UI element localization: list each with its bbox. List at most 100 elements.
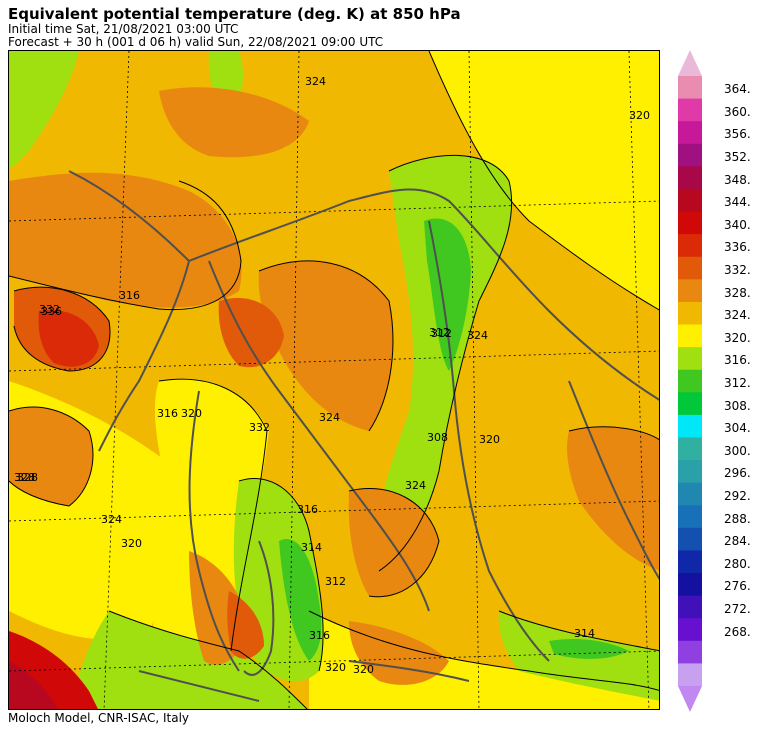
contour-label: 332 bbox=[39, 303, 60, 316]
colorbar-tick-label: 304. bbox=[724, 421, 751, 435]
contour-label: 320 bbox=[353, 663, 374, 676]
colorbar-tick-label: 316. bbox=[724, 353, 751, 367]
colorbar-swatch bbox=[678, 76, 702, 100]
colorbar-swatch bbox=[678, 166, 702, 190]
field-336-west bbox=[38, 310, 99, 367]
field-328-west bbox=[9, 407, 93, 506]
contour-label: 316 bbox=[119, 289, 140, 302]
contour-label: 324 bbox=[101, 513, 122, 526]
colorbar-tick-label: 348. bbox=[724, 173, 751, 187]
colorbar-swatch bbox=[678, 347, 702, 371]
colorbar-tick-label: 280. bbox=[724, 557, 751, 571]
contour-label: 324 bbox=[305, 75, 326, 88]
colorbar-swatch bbox=[678, 505, 702, 529]
colorbar-swatch bbox=[678, 573, 702, 597]
colorbar-swatch bbox=[678, 550, 702, 574]
colorbar-swatch bbox=[678, 369, 702, 393]
field-316-adriatic bbox=[376, 155, 512, 571]
colorbar-tick-label: 356. bbox=[724, 127, 751, 141]
colorbar-tick-label: 292. bbox=[724, 489, 751, 503]
colorbar-tick-label: 344. bbox=[724, 195, 751, 209]
equivalent-potential-temperature-map: 324 320 316 312 314 332 328 336 312 324 … bbox=[8, 50, 660, 710]
colorbar-tick-label: 328. bbox=[724, 286, 751, 300]
contour-label: 320 bbox=[181, 407, 202, 420]
field-332-central bbox=[218, 297, 284, 368]
colorbar-swatch bbox=[678, 98, 702, 122]
colorbar-swatch bbox=[678, 640, 702, 664]
colorbar bbox=[678, 50, 702, 712]
contour-label: 314 bbox=[301, 541, 322, 554]
contour-label: 312 bbox=[429, 326, 450, 339]
colorbar-swatch bbox=[678, 414, 702, 438]
colorbar-swatch bbox=[678, 527, 702, 551]
model-credit: Moloch Model, CNR-ISAC, Italy bbox=[8, 711, 190, 725]
contour-label: 308 bbox=[427, 431, 448, 444]
colorbar-swatch bbox=[678, 482, 702, 506]
colorbar-tick-label: 312. bbox=[724, 376, 751, 390]
contour-label: 314 bbox=[574, 627, 595, 640]
contour-label: 320 bbox=[325, 661, 346, 674]
contour-label: 324 bbox=[467, 329, 488, 342]
colorbar-top-triangle bbox=[678, 50, 702, 76]
colorbar-swatch bbox=[678, 234, 702, 258]
colorbar-swatch bbox=[678, 663, 702, 687]
contour-label: 316 bbox=[309, 629, 330, 642]
contour-label: 316 bbox=[297, 503, 318, 516]
initial-time: Initial time Sat, 21/08/2021 03:00 UTC bbox=[8, 22, 239, 36]
field-344-southwest bbox=[9, 661, 58, 709]
map-title: Equivalent potential temperature (deg. K… bbox=[8, 5, 461, 23]
colorbar-tick-label: 320. bbox=[724, 331, 751, 345]
contour-label-group: 324 320 316 312 314 332 328 336 312 324 … bbox=[14, 75, 650, 676]
colorbar-swatch bbox=[678, 143, 702, 167]
colorbar-tick-label: 352. bbox=[724, 150, 751, 164]
contour-label: 320 bbox=[121, 537, 142, 550]
colorbar-swatch bbox=[678, 437, 702, 461]
colorbar-tick-label: 300. bbox=[724, 444, 751, 458]
field-328-south bbox=[349, 621, 449, 685]
colorbar-tick-label: 332. bbox=[724, 263, 751, 277]
contour-label: 320 bbox=[479, 433, 500, 446]
colorbar-tick-label: 308. bbox=[724, 399, 751, 413]
colorbar-swatch bbox=[678, 211, 702, 235]
field-320-central bbox=[129, 378, 269, 709]
colorbar-bottom-triangle bbox=[678, 686, 702, 712]
coastlines bbox=[68, 170, 659, 702]
field-332-sardinia bbox=[227, 591, 264, 659]
colorbar-swatch bbox=[678, 121, 702, 145]
contour-label: 312 bbox=[431, 327, 452, 340]
contour-label: 316 bbox=[157, 407, 178, 420]
contour-label: 328 bbox=[14, 471, 35, 484]
colorbar-swatch bbox=[678, 188, 702, 213]
field-316-southwest bbox=[69, 611, 307, 709]
colorbar-tick-label: 288. bbox=[724, 512, 751, 526]
colorbar-swatch bbox=[678, 301, 702, 326]
colorbar-tick-label: 360. bbox=[724, 105, 751, 119]
colorbar-swatch bbox=[678, 460, 702, 484]
contour-label: 336 bbox=[41, 305, 62, 318]
graticule bbox=[9, 51, 659, 709]
colorbar-tick-label: 340. bbox=[724, 218, 751, 232]
colorbar-swatch bbox=[678, 392, 702, 416]
colorbar-tick-label: 268. bbox=[724, 625, 751, 639]
colorbar-tick-label: 364. bbox=[724, 82, 751, 96]
contour-label: 332 bbox=[249, 421, 270, 434]
field-316-northwest bbox=[9, 51, 79, 169]
contour-label: 320 bbox=[629, 109, 650, 122]
colorbar-swatch bbox=[678, 595, 702, 619]
contour-label: 328 bbox=[17, 471, 38, 484]
colorbar-swatch bbox=[678, 324, 702, 348]
forecast-valid-time: Forecast + 30 h (001 d 06 h) valid Sun, … bbox=[8, 35, 384, 49]
field-312-tyrrhenian bbox=[279, 539, 322, 661]
field-328-central bbox=[258, 261, 393, 431]
colorbar-swatch bbox=[678, 279, 702, 303]
colorbar-swatch bbox=[678, 618, 702, 642]
colorbar-swatch bbox=[678, 256, 702, 280]
field-328-northwest bbox=[9, 172, 242, 308]
colorbar-tick-label: 324. bbox=[724, 308, 751, 322]
contour-lines bbox=[9, 51, 659, 709]
colorbar-tick-label: 296. bbox=[724, 466, 751, 480]
colorbar-tick-label: 272. bbox=[724, 602, 751, 616]
contour-label: 312 bbox=[325, 575, 346, 588]
map-field: 324 320 316 312 314 332 328 336 312 324 … bbox=[9, 51, 659, 709]
colorbar-tick-label: 284. bbox=[724, 534, 751, 548]
